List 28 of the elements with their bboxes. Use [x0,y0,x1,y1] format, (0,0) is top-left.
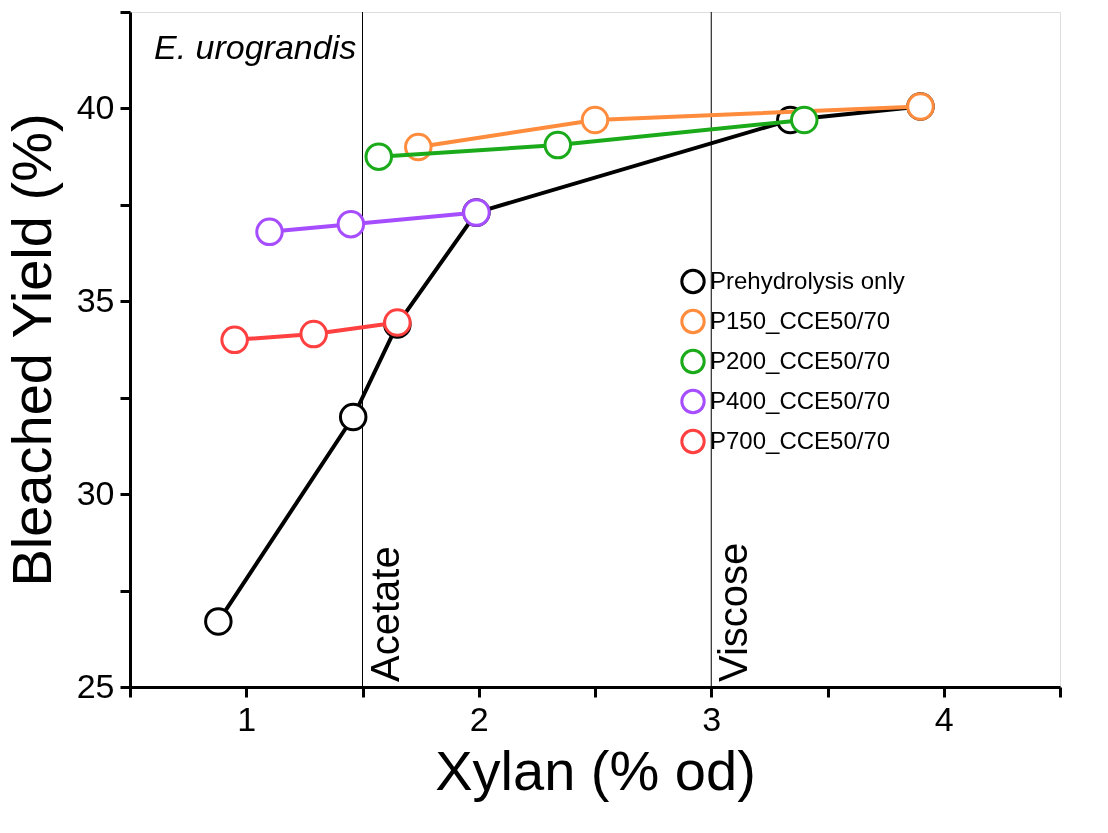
x-axis-title: Xylan (% od) [435,738,756,802]
point [364,142,394,171]
x-tick-label: 4 [934,699,954,738]
legend-label: P150_CCE50/70 [710,306,891,334]
legend-label: P200_CCE50/70 [710,346,891,374]
ref-line-label: Viscose [711,542,756,682]
x-tick-label: 1 [237,699,257,738]
point [580,105,610,135]
point [338,402,368,432]
ref-line-label: Acetate [362,546,407,682]
y-tick-label: 40 [76,87,115,126]
annotation: E. urograndis [154,28,357,66]
legend-label: P700_CCE50/70 [710,426,891,454]
legend-label: P400_CCE50/70 [710,386,891,414]
point [299,319,328,349]
y-tick-label: 25 [76,666,115,705]
y-axis-title: Bleached Yield (%) [0,113,63,587]
point [255,217,284,247]
x-tick-label: 2 [469,699,489,738]
legend-label: Prehydrolysis only [710,266,905,294]
x-tick-label: 3 [702,699,722,738]
point [204,607,233,636]
y-tick-label: 35 [76,280,115,319]
point [543,130,573,160]
point [336,209,366,239]
y-tick-label: 30 [76,473,115,512]
point [220,325,249,355]
point [790,105,819,135]
